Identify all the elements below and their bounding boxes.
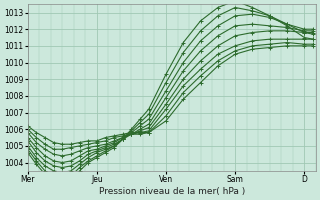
X-axis label: Pression niveau de la mer( hPa ): Pression niveau de la mer( hPa ) [99,187,245,196]
